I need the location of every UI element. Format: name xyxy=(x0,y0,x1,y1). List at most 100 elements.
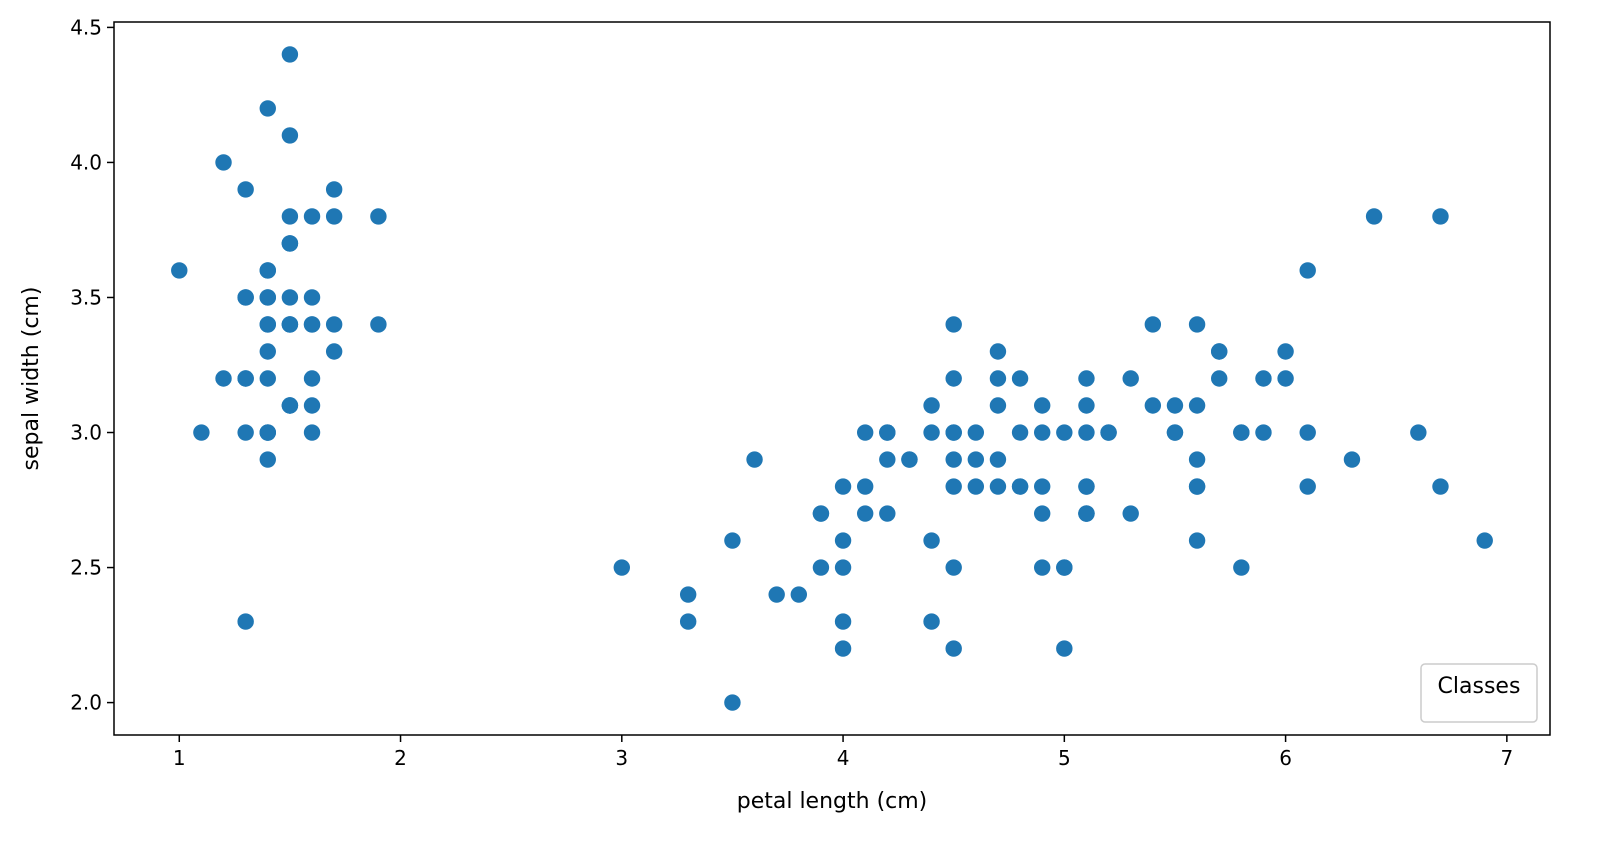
data-point xyxy=(1034,424,1051,441)
data-point xyxy=(834,613,852,630)
x-tick-label: 6 xyxy=(1279,746,1292,770)
data-point xyxy=(259,289,276,306)
data-point xyxy=(1255,370,1272,387)
data-point xyxy=(879,505,896,522)
data-point xyxy=(613,559,630,576)
data-point xyxy=(989,343,1007,360)
data-point xyxy=(325,343,343,360)
y-tick-label: 4.5 xyxy=(70,15,102,39)
data-point xyxy=(1299,262,1316,279)
data-point xyxy=(1211,343,1228,360)
data-point xyxy=(1056,640,1073,657)
data-point xyxy=(945,478,962,495)
data-point xyxy=(812,505,830,522)
data-point xyxy=(370,208,387,225)
data-point xyxy=(215,370,232,387)
data-point xyxy=(1078,397,1095,414)
data-point xyxy=(834,532,852,549)
y-axis-ticks: 2.0 2.5 3.0 3.5 4.0 4.5 xyxy=(70,15,114,715)
data-point xyxy=(1233,424,1250,441)
data-point xyxy=(259,424,276,441)
x-tick-label: 1 xyxy=(173,746,186,770)
data-point xyxy=(856,478,874,495)
data-point xyxy=(967,478,985,495)
data-point xyxy=(281,127,299,144)
data-point xyxy=(1476,532,1493,549)
data-point xyxy=(967,424,985,441)
data-point xyxy=(1122,370,1139,387)
data-point xyxy=(1299,478,1316,495)
data-point xyxy=(989,478,1007,495)
x-tick-label: 5 xyxy=(1058,746,1071,770)
data-point xyxy=(281,46,299,63)
data-point xyxy=(1122,505,1139,522)
data-point xyxy=(1299,424,1316,441)
x-axis-ticks: 1 2 3 4 5 6 7 xyxy=(173,735,1513,770)
data-point xyxy=(237,613,254,630)
data-point xyxy=(901,451,918,468)
data-point xyxy=(259,262,276,279)
data-point xyxy=(1078,505,1095,522)
data-point xyxy=(1056,559,1073,576)
legend-box xyxy=(1420,663,1538,723)
data-point xyxy=(945,316,962,333)
data-point xyxy=(1343,451,1361,468)
data-point xyxy=(1034,478,1051,495)
data-point xyxy=(834,478,852,495)
legend: Classes xyxy=(1420,663,1538,723)
data-point xyxy=(303,370,321,387)
data-point xyxy=(923,397,940,414)
data-point xyxy=(1011,370,1029,387)
data-point xyxy=(989,451,1007,468)
data-point xyxy=(1011,478,1029,495)
data-point xyxy=(945,370,962,387)
legend-title: Classes xyxy=(1438,674,1521,699)
x-axis-label: petal length (cm) xyxy=(737,789,928,814)
data-point xyxy=(237,289,254,306)
data-point xyxy=(171,262,188,279)
x-tick-label: 2 xyxy=(394,746,407,770)
data-point xyxy=(945,424,962,441)
y-tick-label: 3.5 xyxy=(70,285,102,309)
data-point xyxy=(325,181,343,198)
data-point xyxy=(790,586,808,603)
data-point xyxy=(967,451,985,468)
data-point xyxy=(237,424,254,441)
data-point xyxy=(259,100,276,117)
data-point xyxy=(281,208,299,225)
data-point xyxy=(746,451,763,468)
x-tick-label: 3 xyxy=(615,746,628,770)
data-point xyxy=(1100,424,1117,441)
data-point xyxy=(945,451,962,468)
data-point xyxy=(923,532,940,549)
data-point xyxy=(1233,559,1250,576)
data-point xyxy=(1034,559,1051,576)
data-point xyxy=(1365,208,1383,225)
data-point xyxy=(989,370,1007,387)
data-point xyxy=(1211,370,1228,387)
data-point xyxy=(325,316,343,333)
data-point xyxy=(1034,397,1051,414)
data-point xyxy=(1011,424,1029,441)
data-point xyxy=(303,397,321,414)
data-point xyxy=(1056,424,1073,441)
data-point xyxy=(724,694,741,711)
data-point xyxy=(303,316,321,333)
data-point xyxy=(812,559,830,576)
data-point xyxy=(259,451,276,468)
data-point xyxy=(1277,343,1294,360)
data-point xyxy=(303,424,321,441)
data-point xyxy=(1188,316,1206,333)
data-point xyxy=(768,586,785,603)
data-point xyxy=(259,343,276,360)
y-tick-label: 3.0 xyxy=(70,421,102,445)
data-point xyxy=(679,586,697,603)
data-point xyxy=(1188,478,1206,495)
data-point xyxy=(259,370,276,387)
y-axis-label: sepal width (cm) xyxy=(19,287,44,471)
data-point xyxy=(1432,208,1449,225)
data-point xyxy=(281,316,299,333)
data-point xyxy=(1144,316,1162,333)
data-point xyxy=(834,640,852,657)
